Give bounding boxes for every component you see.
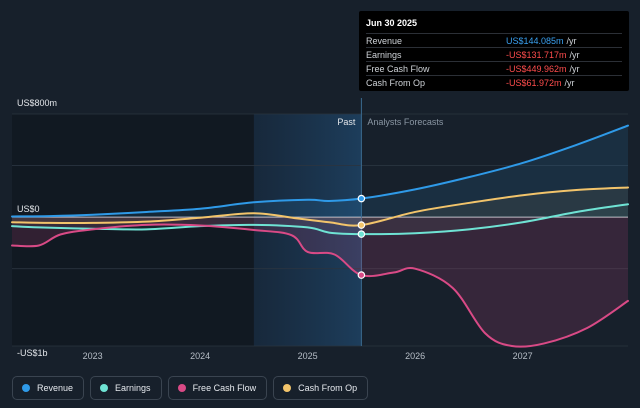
tooltip-row-free-cash-flow: Free Cash Flow -US$449.962m /yr	[366, 61, 622, 75]
x-tick-label: 2024	[190, 351, 210, 361]
tooltip-label: Earnings	[366, 49, 402, 60]
series-line-free-cash-flow	[11, 223, 629, 348]
tooltip-label: Revenue	[366, 35, 403, 46]
legend-label: Earnings	[115, 383, 151, 393]
x-tick-label: 2023	[83, 351, 103, 361]
tooltip-label: Free Cash Flow	[366, 63, 430, 74]
series-area-cash-from-op	[12, 187, 628, 226]
x-tick-label: 2027	[513, 351, 533, 361]
legend-label: Free Cash Flow	[192, 383, 257, 393]
x-tick-label: 2025	[298, 351, 318, 361]
legend-item-earnings[interactable]: Earnings	[90, 376, 162, 400]
tooltip-value: -US$61.972m	[506, 77, 562, 88]
series-area-earnings	[12, 204, 628, 235]
tooltip-label: Cash From Op	[366, 77, 426, 88]
y-tick-label: US$0	[17, 204, 40, 214]
legend-label: Revenue	[37, 383, 74, 393]
series-line-revenue	[11, 124, 629, 218]
legend-dot-icon	[177, 384, 186, 392]
legend-label: Cash From Op	[298, 383, 358, 393]
series-area-free-cash-flow	[12, 217, 628, 347]
forecast-label: Analysts Forecasts	[367, 117, 444, 127]
highlight-region	[253, 114, 362, 346]
tooltip-value: -US$131.717m	[506, 49, 567, 60]
marker-free-cash-flow	[357, 271, 366, 279]
legend-dot-icon	[283, 384, 292, 392]
marker-revenue	[357, 194, 366, 203]
y-tick-label: US$800m	[17, 98, 57, 108]
tooltip-unit: /yr	[569, 63, 580, 74]
legend-dot-icon	[22, 384, 30, 392]
marker-earnings	[357, 230, 366, 238]
tooltip-unit: /yr	[564, 77, 575, 88]
legend-item-free-cash-flow[interactable]: Free Cash Flow	[167, 376, 268, 400]
tooltip-value: -US$449.962m	[506, 63, 567, 74]
tooltip-unit: /yr	[566, 35, 577, 46]
tooltip-value: US$144.085m	[506, 35, 564, 46]
marker-cash-from-op	[357, 221, 366, 229]
legend-item-revenue[interactable]: Revenue	[12, 376, 85, 400]
tooltip-row-revenue: Revenue US$144.085m /yr	[366, 33, 622, 47]
legend-dot-icon	[100, 384, 109, 392]
tooltip-row-earnings: Earnings -US$131.717m /yr	[366, 47, 622, 61]
legend: Revenue Earnings Free Cash Flow Cash Fro…	[12, 376, 369, 400]
past-label: Past	[337, 117, 356, 127]
series-area-revenue	[12, 125, 628, 218]
series-line-cash-from-op	[11, 186, 629, 227]
tooltip-date: Jun 30 2025	[366, 18, 418, 28]
tooltip-row-cash-from-op: Cash From Op -US$61.972m /yr	[366, 75, 622, 89]
x-tick-label: 2026	[405, 351, 425, 361]
tooltip-unit: /yr	[569, 49, 580, 60]
tooltip: Jun 30 2025 Revenue US$144.085m /yr Earn…	[359, 11, 629, 91]
legend-item-cash-from-op[interactable]: Cash From Op	[273, 376, 369, 400]
y-tick-label: -US$1b	[17, 348, 48, 358]
